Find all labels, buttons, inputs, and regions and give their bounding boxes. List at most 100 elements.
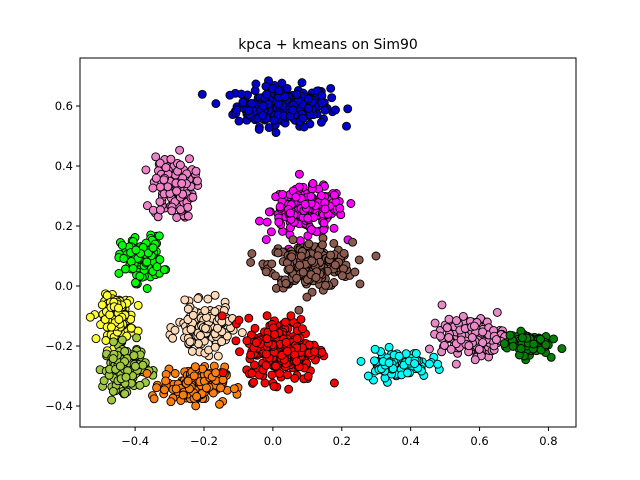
- data-point: [232, 105, 242, 115]
- data-point: [261, 349, 271, 359]
- data-point: [261, 235, 271, 245]
- data-point: [307, 256, 317, 266]
- x-tick-label: 0.8: [539, 434, 557, 448]
- data-point: [275, 202, 285, 212]
- data-point: [350, 267, 360, 277]
- data-point: [155, 182, 165, 192]
- data-point: [131, 278, 140, 288]
- data-points: [85, 76, 567, 411]
- data-point: [135, 271, 145, 281]
- y-tick-label: 0.0: [55, 279, 73, 293]
- data-point: [435, 331, 445, 341]
- data-point: [249, 377, 259, 387]
- data-point: [132, 333, 142, 343]
- data-point: [270, 271, 280, 281]
- data-point: [218, 368, 228, 378]
- data-point: [210, 307, 220, 316]
- data-point: [316, 191, 326, 201]
- x-tick-label: −0.4: [121, 434, 149, 448]
- cluster-12: [499, 326, 567, 365]
- data-point: [505, 330, 515, 340]
- data-point: [155, 197, 165, 207]
- data-point: [193, 294, 203, 304]
- data-point: [264, 123, 274, 133]
- cluster-7: [165, 290, 247, 361]
- cluster-10: [356, 342, 444, 387]
- data-point: [115, 361, 125, 371]
- data-point: [319, 218, 329, 228]
- data-point: [271, 361, 281, 371]
- data-point: [292, 273, 302, 283]
- data-point: [121, 372, 131, 382]
- data-point: [211, 368, 221, 378]
- data-point: [107, 395, 117, 405]
- data-point: [269, 115, 279, 125]
- data-point: [244, 313, 254, 323]
- data-point: [175, 160, 185, 170]
- data-point: [304, 103, 314, 113]
- data-point: [213, 323, 222, 333]
- data-point: [238, 97, 248, 107]
- data-point: [180, 295, 190, 305]
- x-tick-label: −0.2: [190, 434, 218, 448]
- data-point: [316, 117, 326, 127]
- data-point: [161, 376, 171, 386]
- data-point: [191, 401, 201, 411]
- data-point: [210, 290, 220, 300]
- data-point: [470, 355, 480, 365]
- data-point: [247, 249, 257, 259]
- data-point: [130, 361, 140, 371]
- data-point: [246, 350, 256, 360]
- data-point: [142, 257, 152, 267]
- data-point: [185, 154, 194, 164]
- data-point: [186, 324, 196, 334]
- data-point: [430, 318, 440, 328]
- cluster-1: [255, 169, 356, 254]
- data-point: [286, 311, 296, 321]
- data-point: [235, 347, 244, 357]
- data-point: [236, 89, 246, 99]
- cluster-4: [114, 230, 171, 293]
- data-point: [271, 128, 281, 138]
- x-tick-label: 0.6: [470, 434, 488, 448]
- data-point: [155, 158, 165, 168]
- data-point: [464, 341, 474, 351]
- data-point: [264, 207, 274, 217]
- y-tick-label: 0.6: [55, 99, 73, 113]
- data-point: [410, 359, 420, 369]
- data-point: [439, 340, 449, 350]
- data-point: [306, 225, 316, 235]
- data-point: [133, 300, 143, 310]
- data-point: [105, 310, 115, 320]
- data-point: [203, 294, 213, 304]
- data-point: [244, 106, 254, 116]
- cluster-3: [141, 145, 203, 222]
- data-point: [321, 280, 330, 290]
- data-point: [297, 78, 307, 88]
- data-point: [175, 145, 185, 155]
- data-point: [166, 397, 176, 407]
- data-point: [327, 93, 337, 103]
- data-point: [261, 361, 271, 370]
- data-point: [516, 344, 526, 353]
- data-point: [234, 315, 244, 325]
- data-point: [363, 371, 373, 381]
- data-point: [354, 255, 364, 265]
- data-point: [114, 303, 123, 313]
- data-point: [529, 339, 539, 349]
- data-point: [467, 333, 477, 342]
- data-point: [508, 341, 518, 351]
- data-point: [188, 192, 198, 202]
- data-point: [281, 337, 291, 347]
- data-point: [296, 314, 306, 324]
- data-point: [217, 311, 227, 321]
- data-point: [200, 306, 210, 316]
- data-point: [356, 356, 366, 366]
- data-point: [262, 334, 272, 344]
- data-point: [444, 333, 454, 342]
- data-point: [411, 349, 421, 358]
- data-point: [188, 310, 198, 320]
- data-point: [370, 356, 379, 366]
- chart-title: kpca + kmeans on Sim90: [238, 37, 418, 53]
